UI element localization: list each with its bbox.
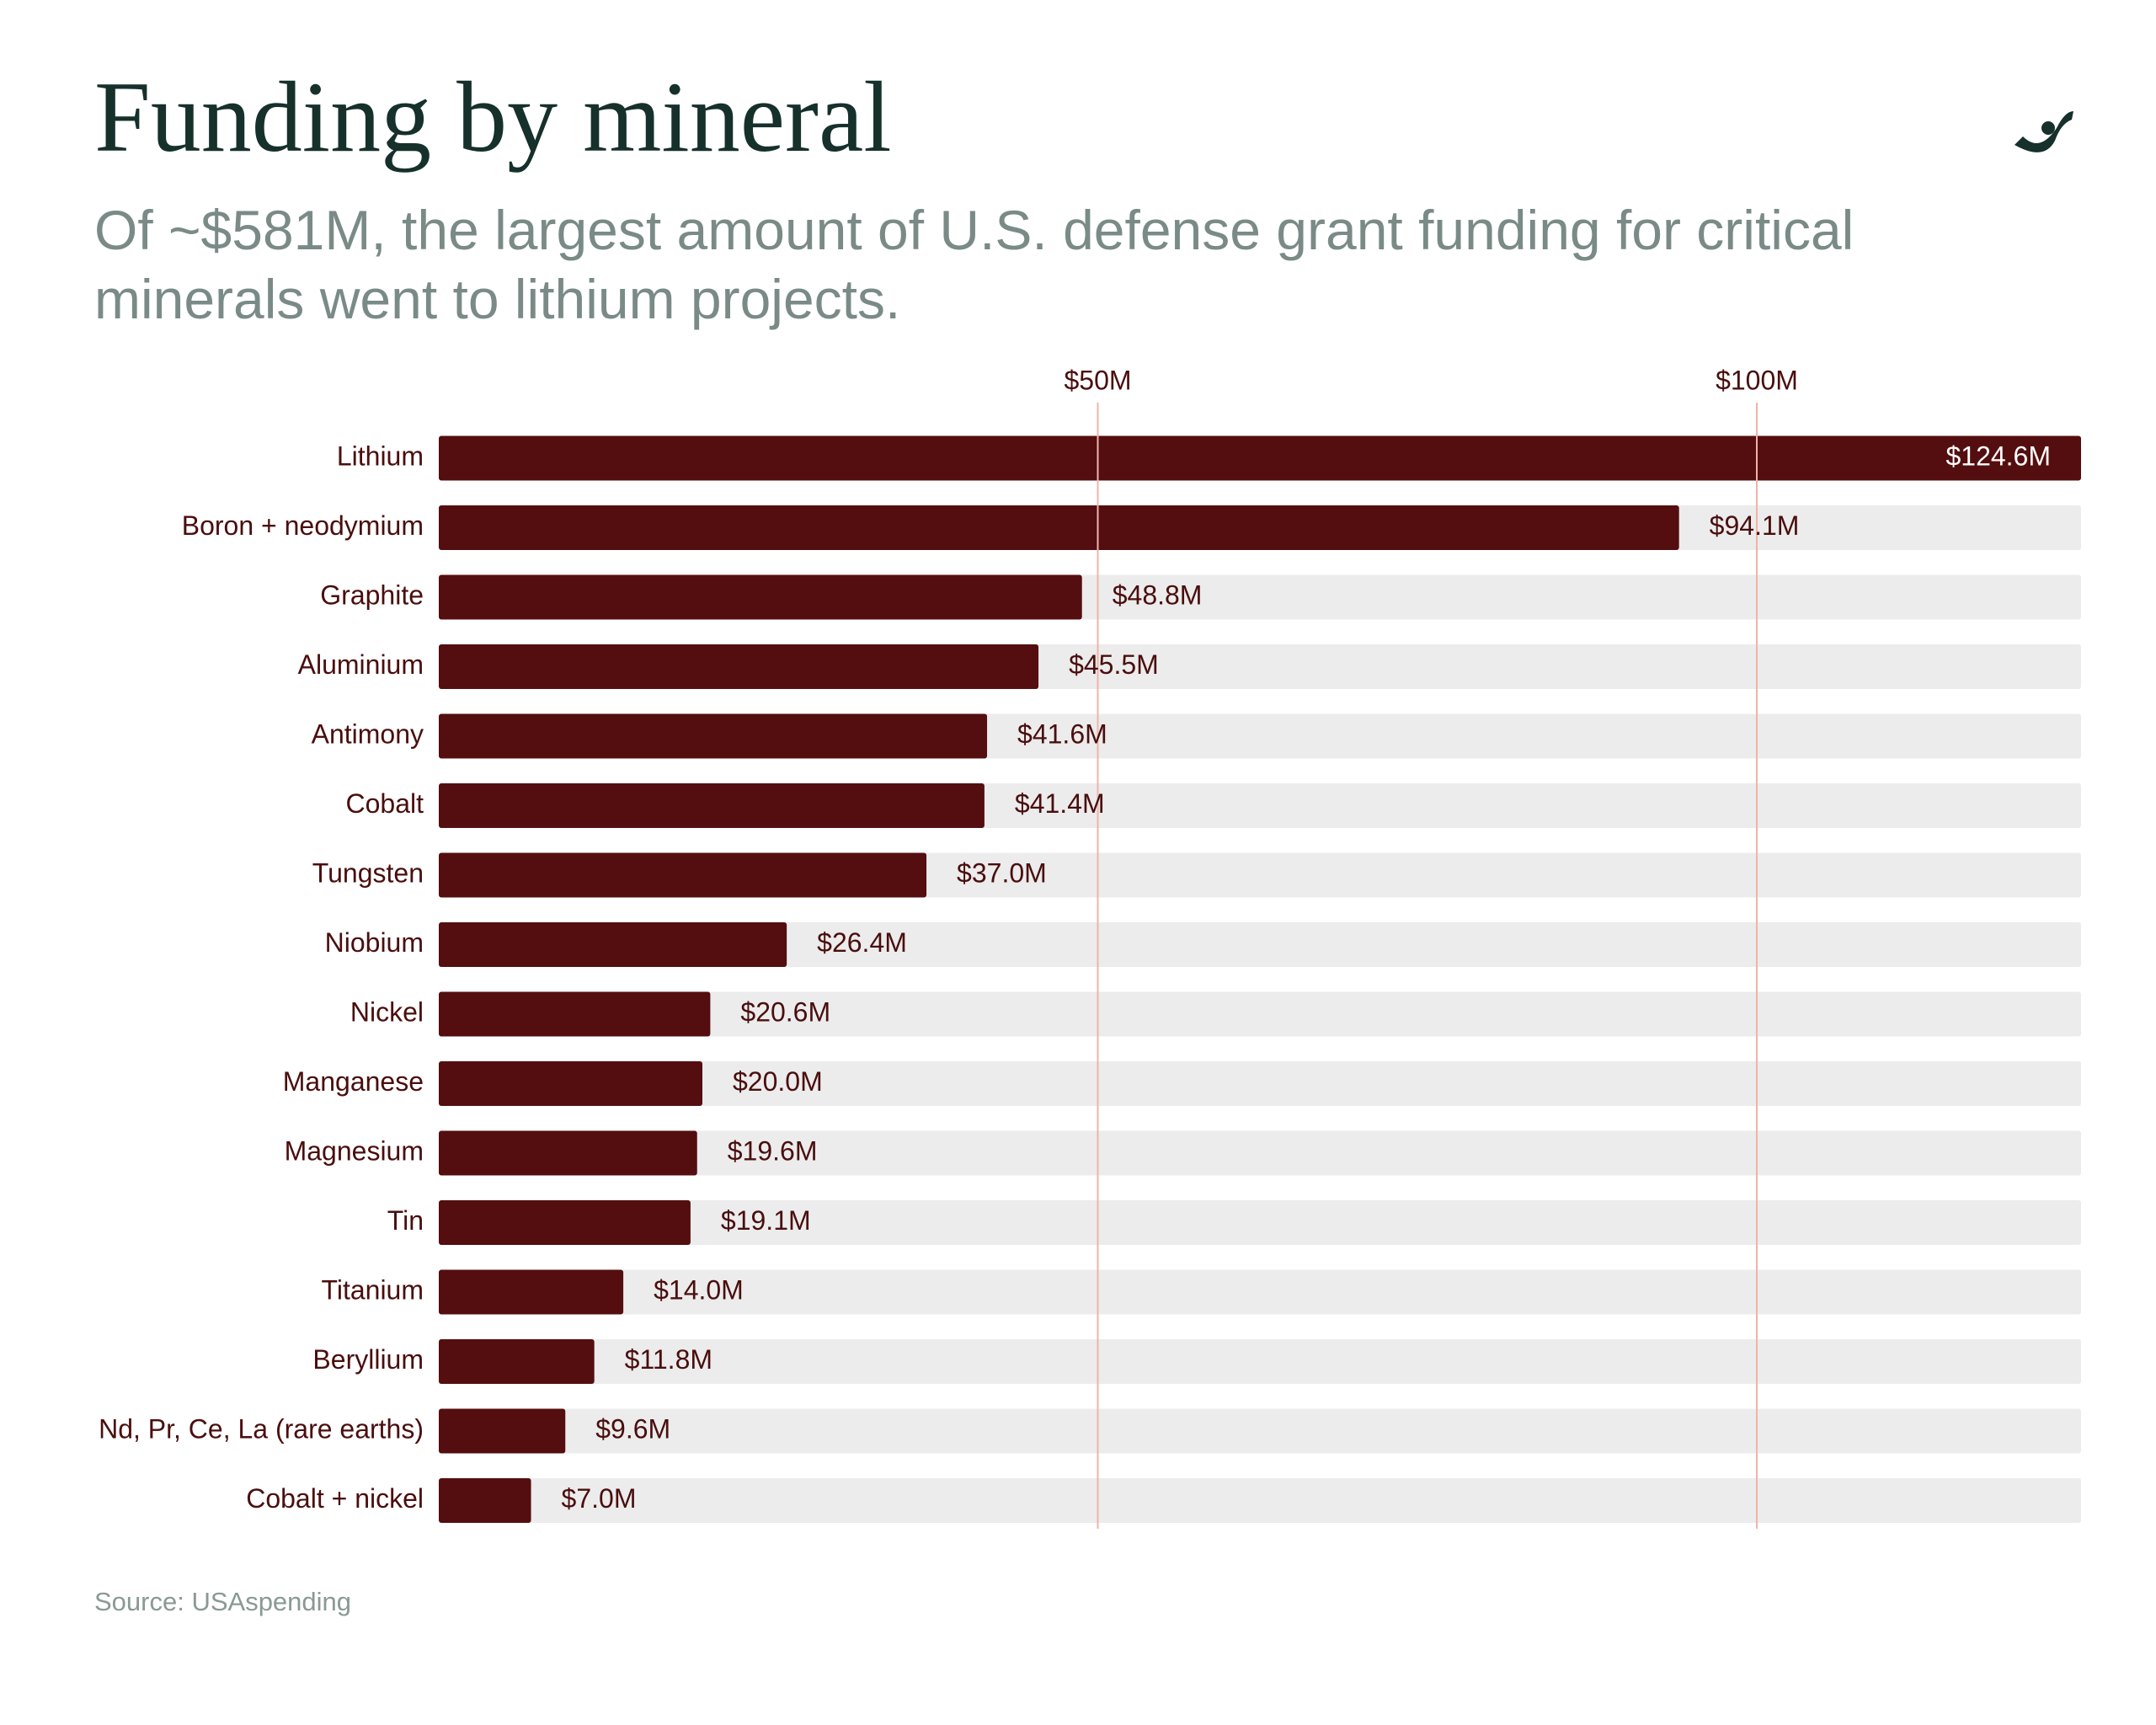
y-tick-label: Boron + neodymium bbox=[182, 510, 424, 541]
value-label: $41.6M bbox=[1017, 718, 1107, 749]
logo bbox=[2015, 111, 2073, 152]
bar bbox=[439, 505, 1679, 550]
y-tick-label: Lithium bbox=[337, 441, 424, 471]
chart-title: Funding by mineral bbox=[94, 61, 892, 173]
source-note: Source: USAspending bbox=[94, 1587, 352, 1616]
bar bbox=[439, 1269, 624, 1315]
value-label: $26.4M bbox=[817, 927, 907, 958]
bar bbox=[439, 922, 787, 967]
value-label: $94.1M bbox=[1710, 510, 1800, 541]
y-tick-label: Tin bbox=[387, 1205, 424, 1236]
bar-track bbox=[439, 1408, 2081, 1454]
bar bbox=[439, 1130, 697, 1176]
bar-track bbox=[439, 1200, 2081, 1245]
bar bbox=[439, 1478, 531, 1523]
y-tick-label: Cobalt + nickel bbox=[246, 1483, 424, 1514]
value-label: $20.0M bbox=[733, 1066, 823, 1097]
y-tick-label: Tungsten bbox=[312, 857, 424, 888]
value-label: $19.6M bbox=[728, 1135, 818, 1166]
y-tick-label: Nickel bbox=[350, 996, 424, 1027]
bar-track bbox=[439, 1478, 2081, 1523]
y-tick-label: Beryllium bbox=[312, 1344, 424, 1375]
y-tick-label: Niobium bbox=[325, 927, 424, 958]
y-tick-label: Nd, Pr, Ce, La (rare earths) bbox=[99, 1413, 424, 1444]
bar bbox=[439, 783, 985, 828]
value-label: $124.6M bbox=[1945, 441, 2051, 471]
value-label: $9.6M bbox=[595, 1413, 670, 1444]
y-tick-label: Cobalt bbox=[346, 788, 424, 819]
bar-track bbox=[439, 1269, 2081, 1315]
bar bbox=[439, 852, 927, 898]
y-tick-label: Aluminium bbox=[298, 649, 424, 680]
chart-subtitle: Of ~$581M, the largest amount of U.S. de… bbox=[94, 199, 1854, 330]
value-label: $41.4M bbox=[1015, 788, 1105, 819]
value-label: $20.6M bbox=[740, 996, 830, 1027]
x-tick-label: $100M bbox=[1716, 365, 1798, 395]
bar bbox=[439, 644, 1039, 689]
x-tick-label: $50M bbox=[1064, 365, 1131, 395]
value-label: $7.0M bbox=[562, 1483, 637, 1514]
bar bbox=[439, 435, 2081, 481]
bar bbox=[439, 1339, 595, 1384]
bar-track bbox=[439, 1339, 2081, 1384]
y-tick-label: Graphite bbox=[320, 579, 424, 610]
y-tick-label: Magnesium bbox=[285, 1135, 424, 1166]
bar bbox=[439, 713, 988, 759]
bar bbox=[439, 991, 711, 1037]
bar-track bbox=[439, 922, 2081, 967]
value-label: $19.1M bbox=[721, 1205, 811, 1236]
value-label: $14.0M bbox=[654, 1274, 744, 1305]
y-tick-label: Antimony bbox=[312, 718, 424, 749]
bar bbox=[439, 1061, 703, 1106]
value-label: $11.8M bbox=[625, 1344, 712, 1375]
value-label: $37.0M bbox=[957, 857, 1047, 888]
chart: Lithium Boron + neodymium Graphite Aluminiu… bbox=[99, 111, 2081, 1529]
bar bbox=[439, 1200, 691, 1245]
y-tick-label: Titanium bbox=[321, 1274, 424, 1305]
bar-track bbox=[439, 1061, 2081, 1106]
value-label: $48.8M bbox=[1113, 579, 1203, 610]
bar bbox=[439, 574, 1082, 620]
y-tick-label: Manganese bbox=[283, 1066, 424, 1097]
value-label: $45.5M bbox=[1069, 649, 1159, 680]
bar bbox=[439, 1408, 566, 1454]
bar-track bbox=[439, 991, 2081, 1037]
bar-track bbox=[439, 1130, 2081, 1176]
